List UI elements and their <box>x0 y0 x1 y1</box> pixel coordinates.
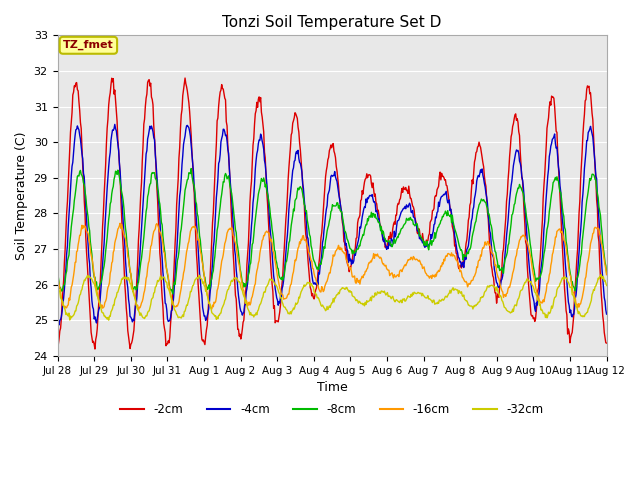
-16cm <box>603 272 611 277</box>
Legend: -2cm, -4cm, -8cm, -16cm, -32cm: -2cm, -4cm, -8cm, -16cm, -32cm <box>116 398 548 420</box>
-16cm <box>401 263 408 269</box>
-4cm <box>111 121 118 127</box>
-4cm <box>122 257 129 263</box>
-16cm <box>177 285 185 291</box>
-32cm <box>105 317 113 323</box>
-32cm <box>603 283 611 288</box>
-2cm <box>603 340 611 346</box>
Line: -2cm: -2cm <box>58 78 607 349</box>
-2cm <box>207 270 214 276</box>
X-axis label: Time: Time <box>317 381 348 394</box>
-2cm <box>54 341 61 347</box>
-2cm <box>177 126 184 132</box>
-4cm <box>177 176 185 181</box>
-8cm <box>169 291 177 297</box>
-32cm <box>205 301 213 307</box>
Title: Tonzi Soil Temperature Set D: Tonzi Soil Temperature Set D <box>222 15 442 30</box>
-8cm <box>401 222 408 228</box>
-4cm <box>55 322 63 328</box>
-8cm <box>177 230 184 236</box>
-8cm <box>120 206 128 212</box>
-2cm <box>401 186 408 192</box>
-16cm <box>63 303 71 309</box>
-32cm <box>54 285 61 290</box>
Y-axis label: Soil Temperature (C): Soil Temperature (C) <box>15 132 28 260</box>
-4cm <box>401 205 408 211</box>
Line: -4cm: -4cm <box>58 124 607 325</box>
-2cm <box>121 280 129 286</box>
-2cm <box>181 75 189 81</box>
-8cm <box>417 232 424 238</box>
-8cm <box>54 270 61 276</box>
-2cm <box>417 235 424 241</box>
-2cm <box>63 199 71 204</box>
-32cm <box>415 291 423 297</box>
-32cm <box>121 276 129 281</box>
Line: -16cm: -16cm <box>58 223 607 311</box>
Text: TZ_fmet: TZ_fmet <box>63 40 114 50</box>
-4cm <box>207 288 214 293</box>
-16cm <box>116 220 124 226</box>
-32cm <box>399 297 407 303</box>
-4cm <box>65 224 72 230</box>
Line: -8cm: -8cm <box>58 168 607 294</box>
-16cm <box>54 273 61 279</box>
-2cm <box>91 346 99 352</box>
-32cm <box>597 272 605 277</box>
-32cm <box>177 315 184 321</box>
-16cm <box>134 308 142 313</box>
-8cm <box>63 258 71 264</box>
-16cm <box>417 259 424 265</box>
-8cm <box>207 283 214 288</box>
-8cm <box>603 269 611 275</box>
-16cm <box>207 304 214 310</box>
Line: -32cm: -32cm <box>58 275 607 320</box>
-8cm <box>188 166 195 171</box>
-32cm <box>63 312 71 318</box>
-4cm <box>603 311 611 317</box>
-16cm <box>121 234 129 240</box>
-4cm <box>54 314 61 320</box>
-4cm <box>417 234 424 240</box>
